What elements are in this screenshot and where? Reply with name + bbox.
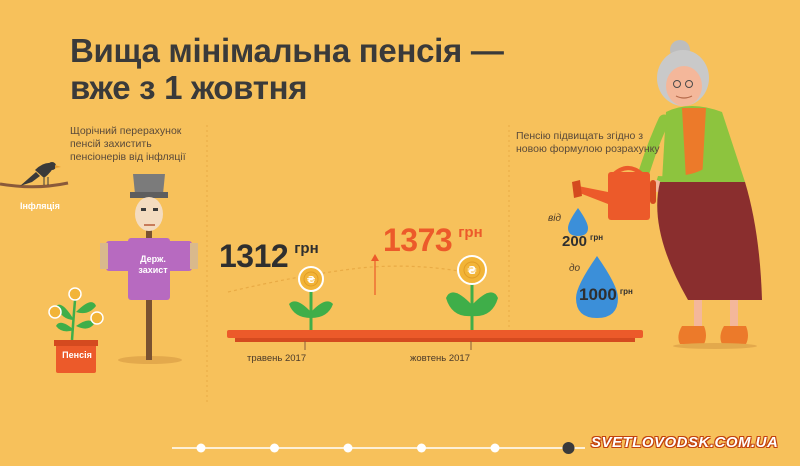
large-water-drop-icon — [576, 256, 618, 318]
october-coin-symbol: ₴ — [467, 264, 476, 277]
october-pension-amount: 1373 грн — [383, 222, 483, 259]
may-sprout-icon — [289, 266, 333, 330]
october-unit: грн — [458, 224, 483, 241]
timeline-dot[interactable] — [270, 443, 279, 453]
grandmother-icon — [634, 40, 762, 349]
pension-label: Пенсія — [62, 350, 92, 360]
timeline-dot[interactable] — [196, 443, 206, 453]
from-label: від — [548, 213, 561, 224]
may-value: 1312 — [219, 238, 289, 274]
from-value: 200 — [562, 233, 588, 250]
may-unit: грн — [294, 240, 319, 257]
pension-plant-icon — [48, 287, 104, 373]
watering-can-icon — [572, 166, 656, 220]
october-date-label: жовтень 2017 — [410, 353, 470, 364]
to-unit: грн — [619, 287, 633, 296]
state-protection-line-1: Держ. — [140, 254, 166, 264]
state-protection-line-2: захист — [138, 265, 168, 275]
to-value: 1000 — [579, 285, 617, 304]
may-pension-amount: 1312 грн — [219, 238, 319, 275]
scarecrow-icon — [100, 174, 198, 364]
crow-on-branch-icon — [0, 162, 69, 189]
to-amount: 1000 грн — [579, 285, 633, 305]
timeline-dot[interactable] — [417, 443, 426, 453]
title-line-1: Вища мінімальна пенсія — — [70, 32, 504, 69]
right-note: Пенсію підвищать згідно з новою формулою… — [516, 130, 660, 155]
timeline-dot[interactable] — [343, 443, 353, 453]
timeline-dot[interactable] — [562, 442, 575, 454]
from-unit: грн — [590, 233, 604, 242]
small-water-drop-icon — [568, 208, 588, 236]
growth-curve — [227, 265, 481, 293]
may-coin-symbol: ₴ — [307, 275, 316, 286]
inflation-label: Інфляція — [20, 201, 60, 211]
october-sprout-icon — [446, 255, 498, 330]
timeline-nav — [172, 442, 585, 454]
may-date-label: травень 2017 — [247, 353, 307, 364]
timeline-dot[interactable] — [490, 443, 500, 453]
title-line-2: вже з 1 жовтня — [70, 69, 308, 106]
page-title: Вища мінімальна пенсія — вже з 1 жовтня — [70, 32, 504, 106]
left-note: Щорічний перерахунок пенсій захистить пе… — [70, 125, 186, 163]
october-value: 1373 — [383, 222, 453, 258]
from-amount: 200 грн — [562, 233, 603, 251]
flower-bed — [227, 330, 643, 338]
site-watermark: SVETLOVODSK.COM.UA — [591, 434, 779, 451]
state-protection-label: Держ. захист — [133, 254, 173, 276]
to-label: до — [569, 263, 581, 274]
